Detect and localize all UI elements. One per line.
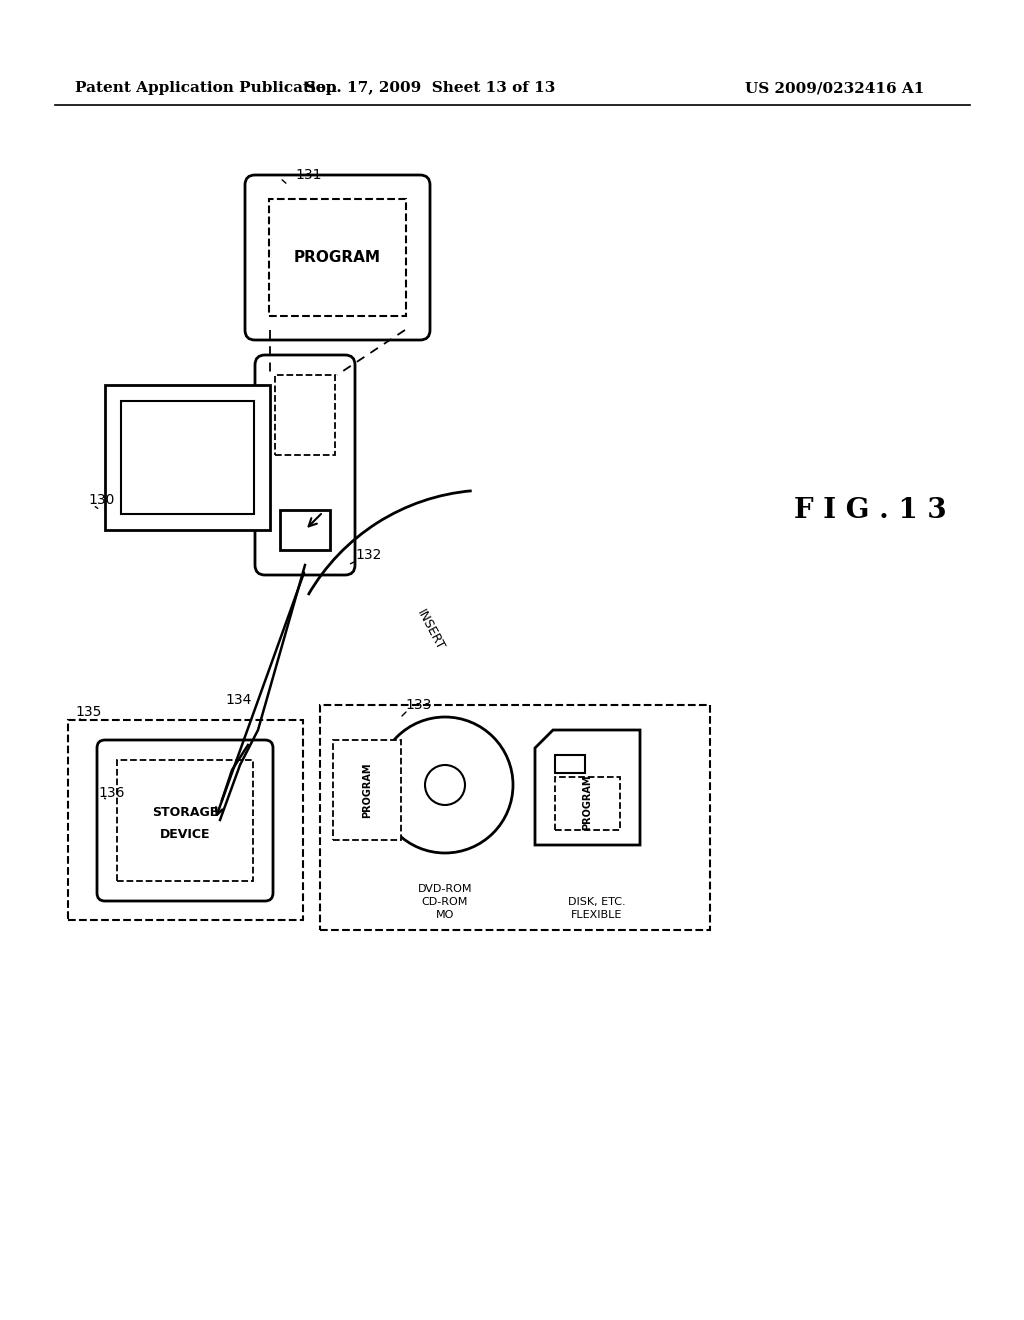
Bar: [275, 375, 335, 455]
Text: MO: MO: [436, 909, 455, 920]
Text: US 2009/0232416 A1: US 2009/0232416 A1: [745, 81, 925, 95]
Bar: [105, 385, 270, 531]
Bar: [117, 760, 253, 880]
Bar: [121, 401, 254, 513]
FancyBboxPatch shape: [97, 741, 273, 902]
Text: 131: 131: [295, 168, 322, 182]
Text: PROGRAM: PROGRAM: [294, 249, 381, 265]
FancyBboxPatch shape: [255, 355, 355, 576]
Text: CD-ROM: CD-ROM: [422, 898, 468, 907]
Bar: [333, 741, 401, 840]
Bar: [68, 719, 303, 920]
Text: DVD-ROM: DVD-ROM: [418, 884, 472, 894]
Text: PROGRAM: PROGRAM: [582, 775, 592, 830]
Polygon shape: [535, 730, 640, 845]
Text: DISK, ETC.: DISK, ETC.: [568, 898, 626, 907]
Bar: [280, 510, 330, 550]
Text: 132: 132: [355, 548, 381, 562]
Text: DEVICE: DEVICE: [160, 828, 210, 841]
Bar: [555, 777, 620, 830]
Text: 133: 133: [406, 698, 431, 711]
Bar: [319, 705, 710, 931]
Text: Sep. 17, 2009  Sheet 13 of 13: Sep. 17, 2009 Sheet 13 of 13: [305, 81, 555, 95]
Text: 130: 130: [88, 492, 115, 507]
Text: 135: 135: [75, 705, 101, 719]
Bar: [555, 755, 585, 774]
FancyBboxPatch shape: [245, 176, 430, 341]
Bar: [269, 199, 406, 315]
Text: 136: 136: [98, 785, 125, 800]
Text: STORAGE: STORAGE: [152, 805, 218, 818]
Text: PROGRAM: PROGRAM: [362, 762, 372, 818]
Text: FLEXIBLE: FLEXIBLE: [571, 909, 623, 920]
Text: 134: 134: [225, 693, 251, 708]
Text: Patent Application Publication: Patent Application Publication: [75, 81, 337, 95]
Text: F I G . 1 3: F I G . 1 3: [794, 496, 946, 524]
Text: INSERT: INSERT: [414, 607, 446, 652]
